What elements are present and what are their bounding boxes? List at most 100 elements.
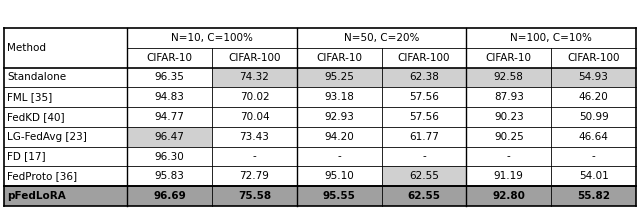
Bar — [297, 127, 381, 147]
Bar — [467, 68, 551, 87]
Text: 57.56: 57.56 — [409, 92, 439, 102]
Text: 70.02: 70.02 — [239, 92, 269, 102]
Bar — [297, 147, 381, 167]
Text: 96.30: 96.30 — [155, 152, 184, 161]
Text: 75.58: 75.58 — [238, 191, 271, 201]
Bar — [297, 28, 467, 48]
Text: 54.01: 54.01 — [579, 171, 609, 181]
Bar — [551, 107, 636, 127]
Text: 94.83: 94.83 — [155, 92, 184, 102]
Text: 94.20: 94.20 — [324, 132, 354, 142]
Bar — [4, 87, 127, 107]
Text: FD [17]: FD [17] — [7, 152, 45, 161]
Bar — [551, 87, 636, 107]
Text: 46.20: 46.20 — [579, 92, 609, 102]
Text: 62.55: 62.55 — [409, 171, 439, 181]
Text: 62.38: 62.38 — [409, 72, 439, 83]
Text: 72.79: 72.79 — [239, 171, 269, 181]
Text: 93.18: 93.18 — [324, 92, 354, 102]
Text: -: - — [507, 152, 511, 161]
Text: CIFAR-100: CIFAR-100 — [228, 53, 281, 63]
Text: pFedLoRA: pFedLoRA — [7, 191, 66, 201]
Bar — [4, 68, 127, 87]
Text: -: - — [592, 152, 595, 161]
Text: 74.32: 74.32 — [239, 72, 269, 83]
Bar — [381, 68, 467, 87]
Text: 50.99: 50.99 — [579, 112, 609, 122]
Text: 92.80: 92.80 — [492, 191, 525, 201]
Text: 95.55: 95.55 — [323, 191, 356, 201]
Bar — [381, 107, 467, 127]
Text: Standalone: Standalone — [7, 72, 66, 83]
Text: FML [35]: FML [35] — [7, 92, 52, 102]
Bar — [4, 147, 127, 167]
Text: 90.23: 90.23 — [494, 112, 524, 122]
Bar — [127, 28, 297, 48]
Text: 91.19: 91.19 — [494, 171, 524, 181]
Bar — [381, 167, 467, 186]
Text: 57.56: 57.56 — [409, 112, 439, 122]
Text: 95.83: 95.83 — [155, 171, 184, 181]
Bar — [467, 147, 551, 167]
Text: 62.55: 62.55 — [408, 191, 440, 201]
Text: 87.93: 87.93 — [494, 92, 524, 102]
Bar — [381, 127, 467, 147]
Bar — [127, 167, 212, 186]
Bar — [551, 167, 636, 186]
Bar — [127, 186, 212, 206]
Text: 70.04: 70.04 — [239, 112, 269, 122]
Text: 96.69: 96.69 — [153, 191, 186, 201]
Bar — [551, 186, 636, 206]
Bar — [551, 48, 636, 68]
Bar — [127, 107, 212, 127]
Bar — [127, 87, 212, 107]
Text: 61.77: 61.77 — [409, 132, 439, 142]
Text: CIFAR-100: CIFAR-100 — [398, 53, 451, 63]
Bar — [127, 127, 212, 147]
Bar — [4, 107, 127, 127]
Text: -: - — [253, 152, 256, 161]
Bar — [467, 127, 551, 147]
Bar — [551, 147, 636, 167]
Bar — [127, 48, 212, 68]
Bar — [381, 186, 467, 206]
Bar — [297, 186, 381, 206]
Bar — [127, 68, 212, 87]
Text: CIFAR-10: CIFAR-10 — [316, 53, 362, 63]
Text: FedProto [36]: FedProto [36] — [7, 171, 77, 181]
Bar — [381, 48, 467, 68]
Bar — [297, 48, 381, 68]
Text: CIFAR-100: CIFAR-100 — [567, 53, 620, 63]
Bar — [212, 87, 297, 107]
Bar — [381, 87, 467, 107]
Text: 95.10: 95.10 — [324, 171, 354, 181]
Bar — [297, 87, 381, 107]
Bar — [4, 167, 127, 186]
Text: 73.43: 73.43 — [239, 132, 269, 142]
Text: N=50, C=20%: N=50, C=20% — [344, 33, 419, 43]
Text: -: - — [337, 152, 341, 161]
Bar — [297, 68, 381, 87]
Text: 54.93: 54.93 — [579, 72, 609, 83]
Bar — [467, 186, 551, 206]
Bar — [551, 68, 636, 87]
Bar — [212, 186, 297, 206]
Bar — [467, 28, 636, 48]
Text: CIFAR-10: CIFAR-10 — [147, 53, 193, 63]
Text: N=100, C=10%: N=100, C=10% — [510, 33, 592, 43]
Bar — [467, 48, 551, 68]
Bar — [127, 147, 212, 167]
Text: CIFAR-10: CIFAR-10 — [486, 53, 532, 63]
Bar — [212, 147, 297, 167]
Text: 96.35: 96.35 — [155, 72, 184, 83]
Bar — [297, 107, 381, 127]
Bar — [381, 147, 467, 167]
Text: 92.93: 92.93 — [324, 112, 354, 122]
Text: 55.82: 55.82 — [577, 191, 610, 201]
Bar — [297, 167, 381, 186]
Text: 92.58: 92.58 — [494, 72, 524, 83]
Text: 90.25: 90.25 — [494, 132, 524, 142]
Text: Method: Method — [7, 43, 46, 53]
Bar — [212, 127, 297, 147]
Text: FedKD [40]: FedKD [40] — [7, 112, 65, 122]
